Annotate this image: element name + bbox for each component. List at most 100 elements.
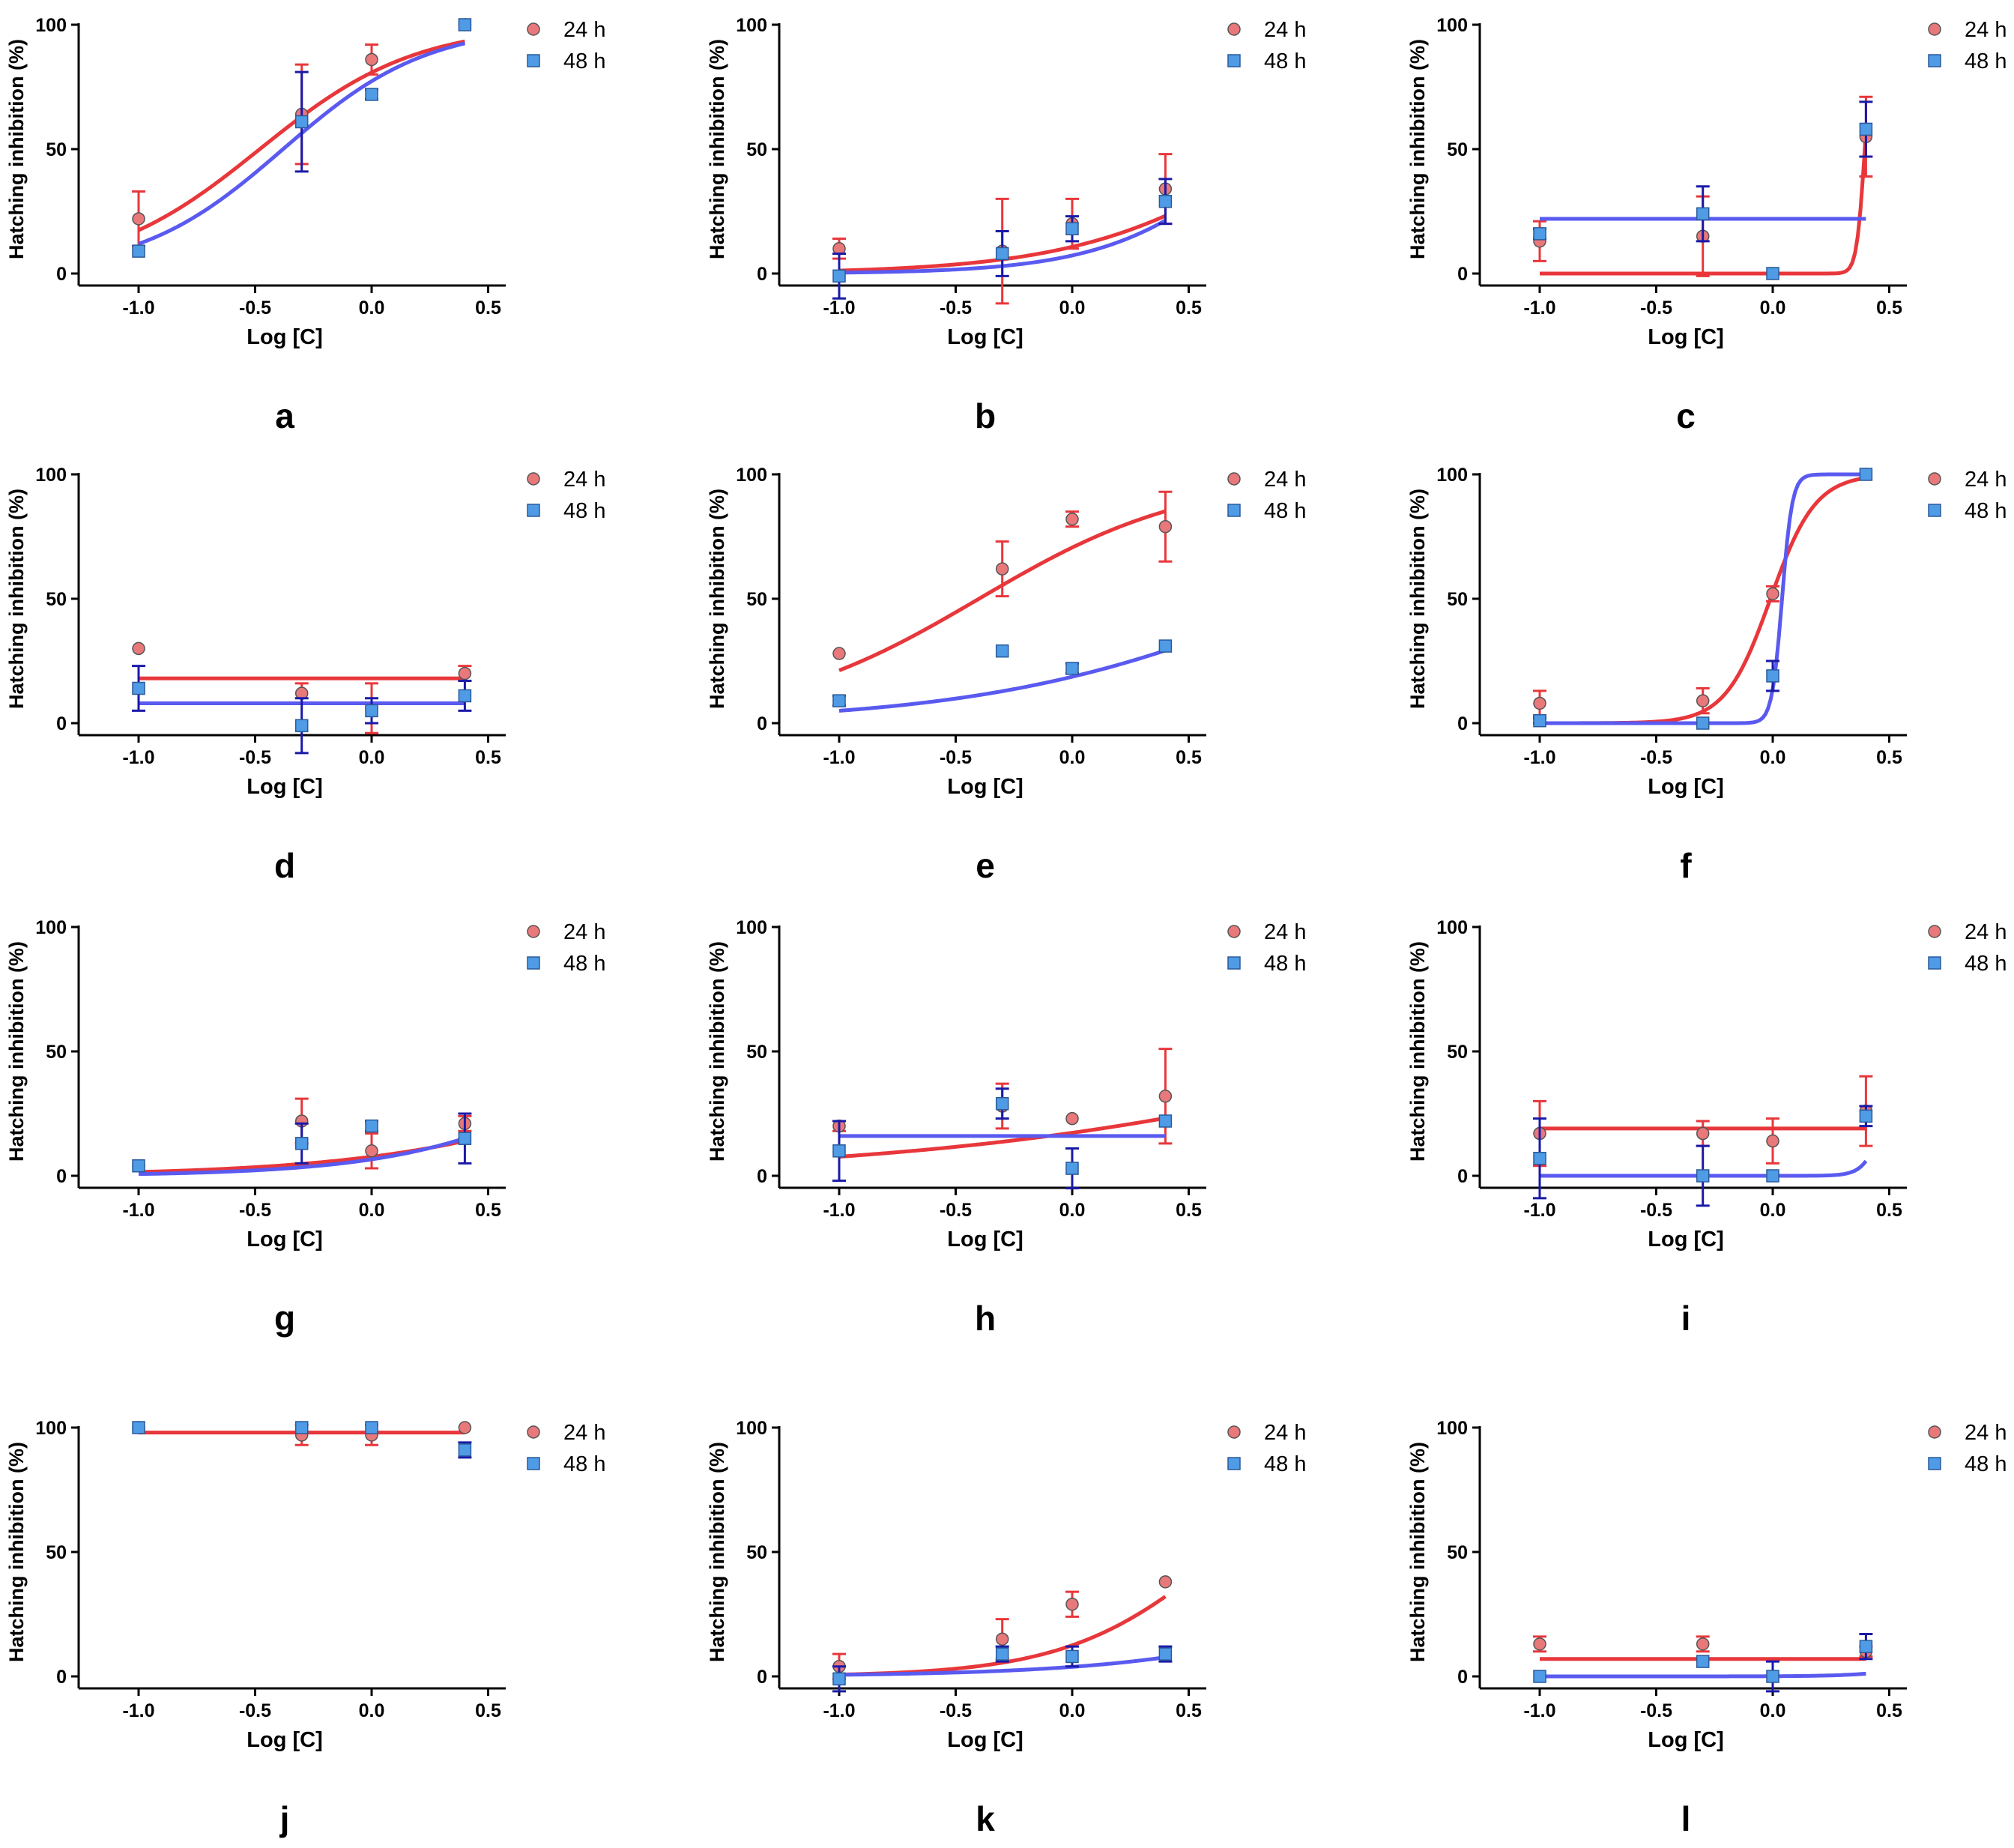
data-point — [294, 115, 309, 129]
data-point — [1766, 267, 1779, 280]
chart-panel-e: 0 50 100 -1.0 -0.5 0.0 0.5 Log [C] Hatching inhi… — [706, 465, 1306, 885]
data-point — [1158, 1575, 1173, 1589]
data-point — [365, 704, 378, 718]
y-tick-label: 0 — [1457, 713, 1468, 734]
y-tick-label: 0 — [757, 1166, 767, 1187]
chart-panel-d: 0 50 100 -1.0 -0.5 0.0 0.5 Log [C] Hatching inhi… — [5, 465, 605, 885]
panel-label: l — [1681, 1799, 1691, 1838]
y-axis-label: Hatching inhibition (%) — [706, 941, 728, 1162]
x-tick-label: -1.0 — [1523, 1700, 1555, 1721]
data-point — [458, 1443, 472, 1457]
panel-label: j — [279, 1799, 290, 1838]
legend-label-24h: 24 h — [563, 468, 605, 492]
panel-label: k — [976, 1799, 995, 1838]
x-tick-label: 0.0 — [1760, 747, 1786, 768]
data-point — [132, 212, 145, 226]
y-tick-label: 0 — [56, 264, 67, 285]
chart-panel-k: 0 50 100 -1.0 -0.5 0.0 0.5 Log [C] Hatching inhi… — [706, 1418, 1306, 1838]
x-tick-label: 0.5 — [475, 298, 501, 318]
x-tick-label: -1.0 — [823, 747, 855, 768]
data-point — [1766, 1670, 1779, 1683]
y-tick-label: 0 — [757, 264, 767, 285]
legend-marker-24h — [1227, 1425, 1241, 1439]
legend-label-24h: 24 h — [1264, 18, 1306, 42]
panel-label: i — [1681, 1299, 1691, 1338]
legend-label-24h: 24 h — [1965, 468, 2007, 492]
legend-label-48h: 48 h — [563, 49, 605, 73]
data-point — [365, 1119, 378, 1133]
chart-panel-f: 0 50 100 -1.0 -0.5 0.0 0.5 Log [C] Hatching inhi… — [1406, 465, 2007, 885]
y-tick-label: 0 — [757, 713, 767, 734]
x-tick-label: 0.0 — [1760, 1200, 1786, 1221]
y-tick-label: 100 — [736, 917, 767, 938]
chart-panel-j: 0 50 100 -1.0 -0.5 0.0 0.5 Log [C] Hatching inhi… — [5, 1418, 605, 1838]
data-point — [132, 244, 145, 258]
legend-marker-24h — [1227, 22, 1241, 36]
legend-marker-24h — [1227, 925, 1241, 938]
data-point — [1533, 713, 1546, 728]
legend-label-24h: 24 h — [1965, 18, 2007, 42]
data-point — [995, 1096, 1009, 1111]
legend-label-48h: 48 h — [1965, 1452, 2007, 1476]
x-tick-label: -0.5 — [940, 1200, 972, 1221]
x-tick-label: 0.0 — [359, 747, 385, 768]
data-point — [1766, 1134, 1779, 1148]
chart-panel-a: 0 50 100 -1.0 -0.5 0.0 0.5 Log [C] Hatching inhi… — [5, 15, 605, 435]
data-point — [832, 1144, 846, 1158]
data-point — [1859, 1109, 1873, 1123]
chart-panel-l: 0 50 100 -1.0 -0.5 0.0 0.5 Log [C] Hatching inhi… — [1406, 1418, 2007, 1838]
series-24h — [832, 490, 1173, 672]
legend-marker-24h — [1928, 1425, 1941, 1439]
y-tick-label: 50 — [746, 139, 767, 160]
chart-panel-g: 0 50 100 -1.0 -0.5 0.0 0.5 Log [C] Hatching inhi… — [5, 917, 605, 1338]
y-tick-label: 0 — [56, 713, 67, 734]
series-48h — [1533, 468, 1873, 730]
fit-curve — [838, 1116, 1166, 1159]
fit-curve — [838, 1655, 1166, 1677]
data-point — [832, 1672, 846, 1686]
fit-curve — [1540, 1671, 1866, 1679]
data-point — [365, 1421, 378, 1434]
y-tick-label: 50 — [46, 1042, 67, 1063]
x-tick-label: 0.5 — [475, 1200, 501, 1221]
y-tick-label: 50 — [1447, 1042, 1468, 1063]
legend-label-24h: 24 h — [1264, 1421, 1306, 1445]
x-tick-label: -1.0 — [122, 747, 154, 768]
x-axis-label: Log [C] — [1648, 775, 1723, 799]
data-point — [1696, 694, 1710, 707]
y-tick-label: 100 — [1436, 1418, 1468, 1439]
data-point — [1533, 696, 1546, 710]
legend-marker-48h — [1227, 1457, 1241, 1470]
x-tick-label: -0.5 — [1640, 1700, 1672, 1721]
y-tick-label: 100 — [736, 15, 767, 36]
data-point — [1859, 468, 1873, 481]
series-48h — [132, 665, 472, 755]
data-point — [1859, 1640, 1873, 1653]
series-48h — [132, 1112, 472, 1177]
x-axis-label: Log [C] — [947, 775, 1023, 799]
data-point — [1158, 194, 1173, 208]
data-point — [1158, 1647, 1173, 1661]
legend-label-48h: 48 h — [1264, 49, 1306, 73]
series-48h — [1533, 1105, 1873, 1207]
legend-marker-48h — [1928, 504, 1941, 517]
y-tick-label: 100 — [35, 917, 67, 938]
legend-label-48h: 48 h — [1264, 1452, 1306, 1476]
data-point — [1766, 587, 1779, 601]
y-tick-label: 100 — [35, 465, 67, 486]
data-point — [1158, 1114, 1173, 1128]
legend-label-48h: 48 h — [563, 1452, 605, 1476]
data-point — [1766, 669, 1779, 683]
y-tick-label: 50 — [46, 139, 67, 160]
chart-panel-h: 0 50 100 -1.0 -0.5 0.0 0.5 Log [C] Hatching inhi… — [706, 917, 1306, 1338]
y-tick-label: 100 — [736, 465, 767, 486]
x-axis-label: Log [C] — [1648, 1728, 1723, 1752]
y-axis-label: Hatching inhibition (%) — [5, 941, 28, 1162]
legend-label-24h: 24 h — [1264, 920, 1306, 944]
legend-marker-48h — [527, 504, 540, 517]
data-point — [1696, 1126, 1710, 1141]
data-point — [365, 52, 378, 67]
y-tick-label: 0 — [1457, 1667, 1468, 1688]
legend-label-24h: 24 h — [563, 18, 605, 42]
